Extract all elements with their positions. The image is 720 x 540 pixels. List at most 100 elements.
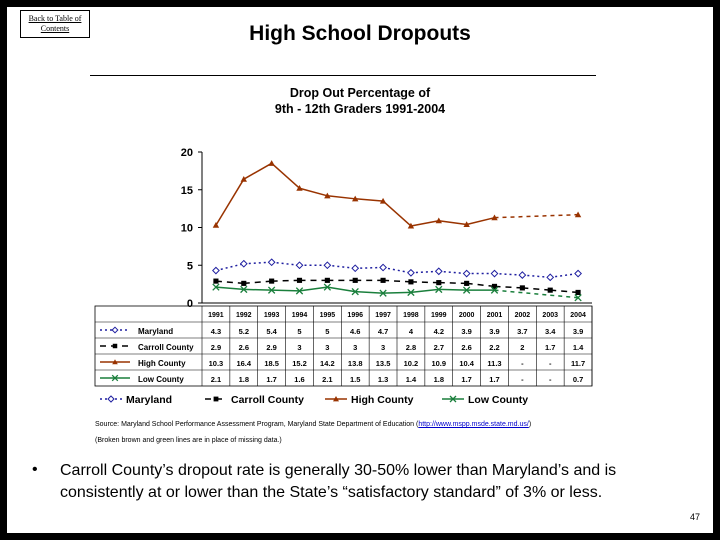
high-county-legend-label: High County — [351, 394, 414, 406]
high-county-legend-marker — [333, 396, 339, 402]
low-county-segment — [299, 286, 328, 292]
x-tick-label: 2001 — [487, 312, 503, 319]
carroll-county-data-label: 2.6 — [239, 343, 249, 352]
low-county-data-label: 1.3 — [378, 375, 388, 384]
high-county-data-label: 10.9 — [431, 359, 446, 368]
maryland-data-label: 5 — [297, 327, 301, 336]
carroll-county-data-label: 2 — [520, 343, 524, 352]
low-county-segment — [438, 288, 467, 291]
maryland-table-key-marker — [111, 326, 119, 334]
carroll-county-data-label: 3 — [353, 343, 357, 352]
maryland-data-label: 3.4 — [545, 327, 556, 336]
carroll-county-point — [213, 278, 219, 284]
carroll-county-point — [547, 287, 553, 293]
source-citation: Source: Maryland School Performance Asse… — [95, 421, 635, 428]
low-county-data-label: 2.1 — [211, 375, 221, 384]
low-county-segment — [410, 288, 439, 294]
page-number: 47 — [690, 512, 701, 522]
low-county-segment — [243, 288, 272, 291]
x-tick-label: 1993 — [264, 312, 280, 319]
maryland-point — [434, 267, 443, 276]
high-county-data-label: 13.8 — [348, 359, 363, 368]
maryland-segment — [438, 270, 467, 275]
high-county-data-label: - — [521, 359, 524, 368]
low-county-data-label: 1.7 — [489, 375, 499, 384]
high-county-data-label: 13.5 — [376, 359, 391, 368]
maryland-table-label: Maryland — [138, 327, 173, 336]
maryland-point — [239, 259, 248, 268]
low-county-data-label: 0.7 — [573, 375, 583, 384]
low-county-segment — [383, 291, 411, 294]
carroll-county-table-label: Carroll County — [138, 343, 194, 352]
maryland-data-label: 5.4 — [266, 327, 277, 336]
low-county-segment — [327, 286, 356, 293]
low-county-segment — [494, 289, 579, 299]
source-prefix: Source: Maryland School Performance Asse… — [95, 421, 419, 428]
carroll-county-data-label: 2.9 — [211, 343, 221, 352]
carroll-county-segment — [466, 282, 495, 288]
carroll-county-segment — [494, 285, 523, 289]
high-county-data-label: 11.7 — [571, 359, 585, 368]
low-county-data-label: 1.8 — [239, 375, 249, 384]
maryland-data-label: 4.2 — [434, 327, 444, 336]
carroll-county-point — [269, 278, 275, 284]
high-county-segment — [494, 213, 579, 219]
maryland-segment — [215, 263, 244, 272]
carroll-county-data-label: 1.7 — [545, 343, 555, 352]
low-county-segment — [355, 290, 384, 294]
carroll-county-segment — [438, 281, 467, 285]
carroll-county-data-label: 2.6 — [461, 343, 471, 352]
back-to-contents-link[interactable]: Back to Table of Contents — [20, 10, 90, 38]
slide-title: High School Dropouts — [249, 22, 471, 45]
high-county-point — [212, 222, 220, 228]
carroll-county-point — [380, 277, 386, 283]
high-county-point — [296, 185, 303, 191]
low-county-point — [240, 285, 248, 294]
low-county-segment — [271, 289, 300, 292]
maryland-segment — [550, 272, 579, 279]
maryland-data-label: 3.9 — [461, 327, 471, 336]
carroll-county-legend-label: Carroll County — [231, 394, 304, 406]
maryland-point — [574, 269, 582, 278]
high-county-segment — [299, 187, 328, 197]
low-county-point — [407, 288, 415, 297]
x-tick-label: 1992 — [236, 312, 252, 319]
source-url-link[interactable]: http://www.mspp.msde.state.md.us/ — [418, 421, 529, 428]
high-county-point — [435, 217, 442, 224]
high-county-data-label: 11.3 — [487, 359, 501, 368]
maryland-point — [518, 271, 527, 279]
carroll-county-table-key-marker — [112, 343, 118, 349]
carroll-county-segment — [383, 279, 411, 283]
high-county-data-label: - — [549, 359, 552, 368]
low-county-point — [435, 285, 443, 294]
x-tick-label: 1997 — [375, 312, 391, 319]
high-county-segment — [327, 195, 356, 200]
high-county-data-label: 16.4 — [236, 359, 251, 368]
x-tick-label: 2003 — [542, 312, 558, 319]
high-county-data-label: 10.3 — [209, 359, 224, 368]
carroll-county-data-label: 3 — [297, 343, 301, 352]
carroll-county-data-label: 3 — [325, 343, 329, 352]
chart-title-line-2: 9th - 12th Graders 1991-2004 — [274, 102, 446, 116]
high-county-point — [268, 160, 275, 166]
y-tick-label: 15 — [181, 185, 193, 197]
high-county-data-label: 15.2 — [292, 359, 307, 368]
low-county-point — [574, 294, 582, 302]
high-county-point — [352, 195, 359, 202]
low-county-point — [323, 283, 332, 291]
low-county-point — [267, 286, 276, 294]
carroll-county-data-label: 1.4 — [573, 343, 584, 352]
high-county-segment — [382, 200, 412, 227]
x-tick-label: 2004 — [570, 312, 586, 319]
low-county-data-label: - — [549, 375, 552, 384]
low-county-data-label: 1.7 — [266, 375, 276, 384]
maryland-point — [379, 263, 387, 272]
maryland-point — [212, 266, 220, 275]
source-suffix: ) — [528, 421, 532, 428]
low-county-data-label: 1.5 — [350, 375, 360, 384]
maryland-segment — [271, 261, 300, 266]
maryland-segment — [327, 264, 356, 270]
x-tick-label: 1999 — [431, 312, 447, 319]
y-tick-label: 5 — [187, 260, 193, 272]
